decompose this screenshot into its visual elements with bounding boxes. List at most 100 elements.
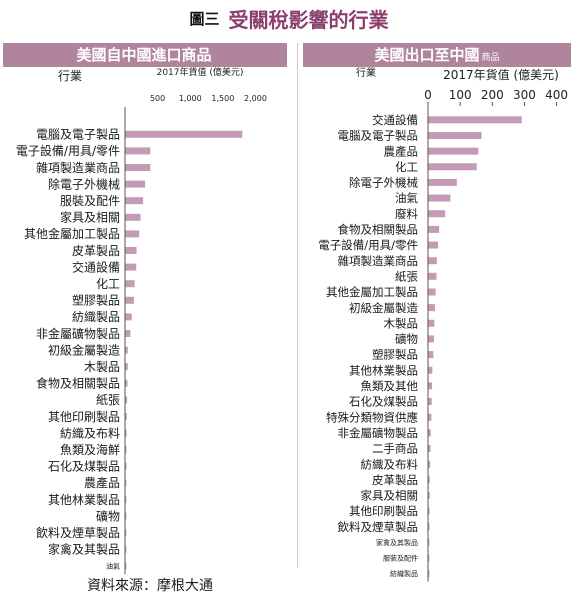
left-category-label: 其他金屬加工製品	[24, 226, 120, 241]
right-ylabel: 行業	[356, 66, 376, 79]
right-xtick-label: 300	[513, 88, 536, 102]
left-category-label: 木製品	[84, 360, 120, 374]
left-bar	[125, 446, 127, 454]
left-category-label: 飲料及煙草製品	[36, 525, 120, 540]
right-category-label: 紡織及布料	[361, 457, 419, 471]
left-bar	[125, 429, 127, 437]
right-bar	[428, 225, 440, 233]
left-bar	[125, 462, 127, 470]
right-category-label: 石化及煤製品	[349, 395, 418, 409]
left-bar	[125, 562, 127, 570]
left-bar	[125, 230, 140, 238]
right-xtick-label: 0	[424, 88, 432, 102]
right-category-label: 魚類及其他	[361, 379, 419, 393]
left-category-label: 紡織及布料	[60, 425, 120, 440]
left-bar	[125, 512, 127, 520]
left-bar	[125, 479, 127, 487]
left-category-label: 石化及煤製品	[48, 460, 120, 474]
figure-main-title: 受關稅影響的行業	[228, 8, 389, 32]
right-category-label: 電子設備/用具/零件	[318, 238, 418, 252]
right-category-label: 飲料及煙草製品	[338, 520, 419, 534]
source-note: 資料來源：摩根大通	[87, 578, 213, 594]
right-category-label: 其他金屬加工製品	[326, 285, 418, 299]
right-category-label: 電腦及電子製品	[338, 129, 419, 143]
right-category-label: 礦物	[395, 332, 418, 346]
right-xtick-label: 200	[481, 88, 504, 102]
right-category-label: 家禽及其製品	[376, 538, 418, 547]
right-bar	[428, 131, 482, 139]
left-category-label: 服裝及配件	[60, 194, 120, 208]
left-bar	[125, 379, 128, 387]
right-bar	[428, 491, 430, 499]
left-bar	[125, 280, 135, 288]
left-category-label: 非金屬礦物製品	[36, 326, 120, 341]
right-category-label: 皮革製品	[372, 473, 418, 487]
left-category-label: 家具及相關	[60, 210, 120, 225]
left-bar	[125, 545, 127, 553]
left-xtick-label: 2,000	[244, 94, 267, 103]
right-category-label: 家具及相關	[361, 489, 419, 503]
left-category-label: 雜項製造業商品	[36, 160, 120, 175]
right-category-label: 廢料	[395, 207, 418, 221]
panel-divider	[297, 43, 298, 568]
right-bar	[428, 210, 446, 218]
right-panel-title-small: 商品	[481, 53, 500, 63]
right-category-label: 塑膠製品	[372, 348, 418, 362]
right-bar	[428, 460, 431, 468]
right-bar	[428, 257, 437, 265]
right-bar	[428, 304, 435, 312]
left-category-label: 交通設備	[72, 259, 120, 274]
left-category-label: 其他林業製品	[48, 493, 120, 507]
right-category-label: 油氣	[395, 191, 418, 205]
right-category-label: 除電子外機械	[349, 176, 418, 190]
right-bar	[428, 507, 430, 515]
left-ylabel: 行業	[58, 69, 82, 83]
left-xlabel: 2017年貨值 (億美元)	[157, 66, 244, 78]
right-bar	[428, 429, 431, 437]
right-bar	[428, 351, 434, 359]
figure-title: 圖三 受關稅影響的行業	[0, 4, 578, 33]
right-bar	[428, 523, 430, 531]
right-category-label: 特殊分類物資供應	[326, 410, 418, 424]
left-category-label: 家禽及其製品	[48, 542, 120, 557]
left-category-label: 紙張	[96, 392, 120, 407]
left-bar	[125, 363, 128, 371]
left-panel-header: 美國自中國進口商品	[3, 43, 287, 67]
left-bar	[125, 346, 128, 354]
left-bar	[125, 496, 127, 503]
left-category-label: 農產品	[84, 475, 120, 490]
right-category-label: 非金屬礦物製品	[338, 426, 419, 440]
left-bar	[125, 529, 127, 537]
left-bar	[125, 197, 144, 205]
right-category-label: 化工	[395, 160, 418, 174]
left-bar	[125, 313, 132, 321]
left-category-label: 食物及相關製品	[36, 376, 120, 391]
right-panel-title: 美國出口至中國	[374, 46, 480, 64]
right-bar	[428, 335, 434, 343]
left-bar	[125, 130, 243, 138]
left-bar	[125, 296, 134, 304]
left-bar	[125, 213, 141, 221]
left-panel-title: 美國自中國進口商品	[76, 46, 212, 64]
right-category-label: 服裝及配件	[383, 554, 418, 563]
right-bar	[428, 570, 430, 578]
right-category-label: 其他林業製品	[349, 363, 418, 377]
left-bar	[125, 180, 146, 188]
right-bar	[428, 163, 477, 171]
left-bar	[125, 147, 151, 155]
left-category-label: 皮革製品	[72, 244, 120, 258]
left-category-label: 化工	[96, 277, 120, 291]
right-bar	[428, 288, 436, 296]
left-category-label: 紡織製品	[72, 309, 120, 324]
left-bar	[125, 164, 151, 171]
right-bar	[428, 398, 432, 406]
right-bar	[428, 538, 430, 546]
right-category-label: 紡織製品	[390, 569, 418, 578]
left-bar	[125, 330, 131, 337]
right-category-label: 其他印刷製品	[349, 504, 418, 518]
right-category-label: 雜項製造業商品	[338, 254, 419, 268]
left-xtick-label: 1,500	[211, 94, 234, 103]
right-bar	[428, 178, 457, 186]
right-xlabel: 2017年貨值 (億美元)	[443, 67, 559, 82]
left-xtick-label: 500	[150, 94, 165, 103]
